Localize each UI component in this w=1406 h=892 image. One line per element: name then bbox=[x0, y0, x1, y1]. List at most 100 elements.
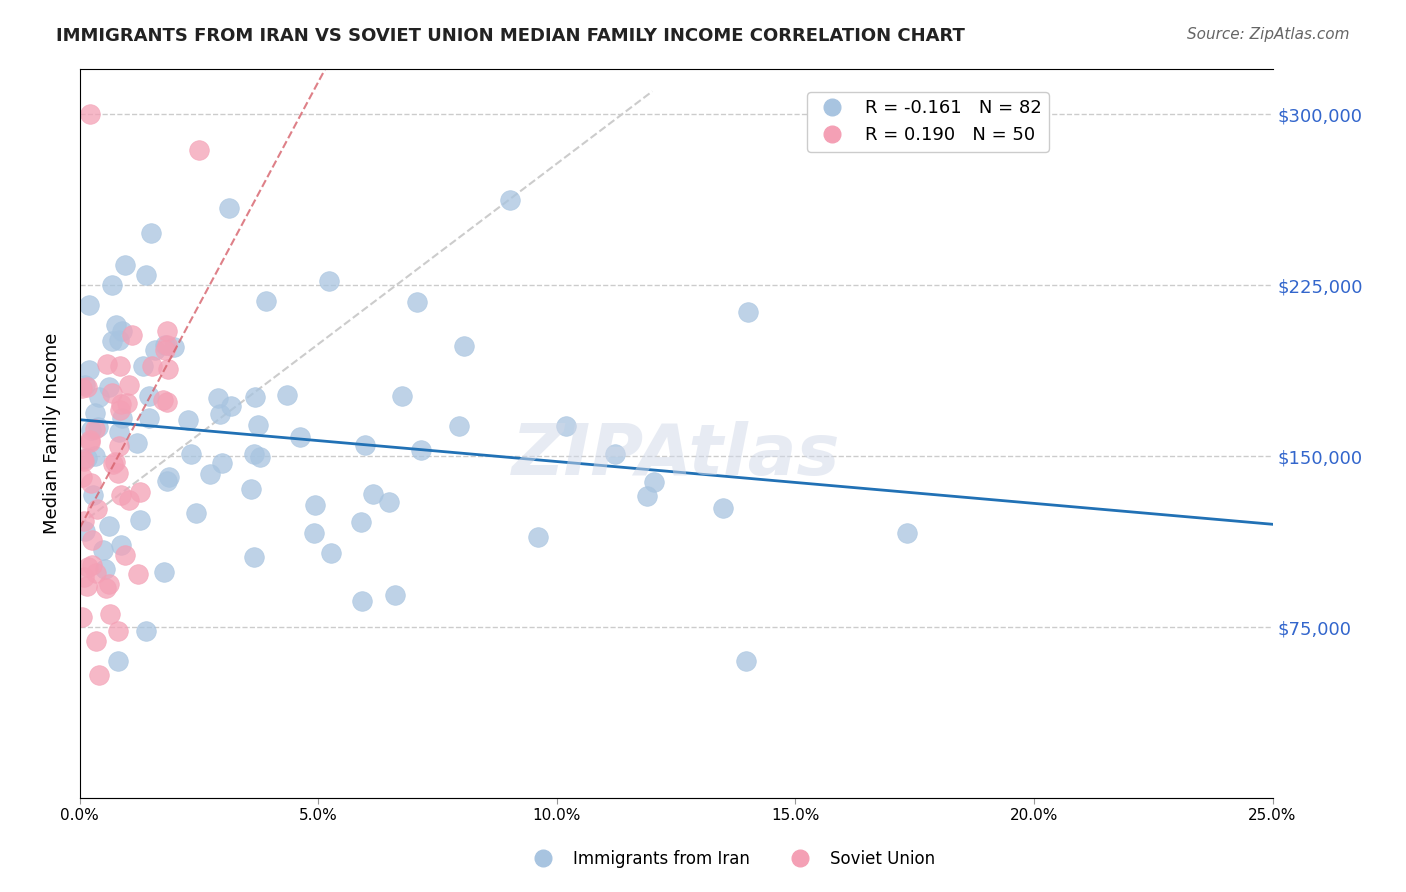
Immigrants from Iran bbox=[605, 447, 627, 461]
Soviet Union bbox=[101, 457, 124, 471]
Immigrants from Iran bbox=[111, 410, 134, 425]
Immigrants from Iran bbox=[208, 407, 231, 421]
Immigrants from Iran bbox=[737, 305, 759, 319]
Immigrants from Iran bbox=[184, 506, 207, 520]
Immigrants from Iran bbox=[555, 418, 578, 433]
Immigrants from Iran bbox=[896, 525, 918, 540]
Soviet Union bbox=[104, 455, 127, 469]
Soviet Union bbox=[156, 324, 179, 338]
Soviet Union bbox=[156, 362, 179, 376]
Immigrants from Iran bbox=[80, 423, 103, 437]
Immigrants from Iran bbox=[97, 518, 120, 533]
Immigrants from Iran bbox=[101, 278, 124, 293]
Immigrants from Iran bbox=[527, 530, 550, 544]
Immigrants from Iran bbox=[243, 550, 266, 565]
Soviet Union bbox=[114, 548, 136, 562]
Immigrants from Iran bbox=[104, 318, 127, 332]
Immigrants from Iran bbox=[77, 298, 100, 312]
Soviet Union bbox=[97, 577, 120, 591]
Soviet Union bbox=[72, 381, 94, 395]
Soviet Union bbox=[153, 343, 176, 357]
Text: IMMIGRANTS FROM IRAN VS SOVIET UNION MEDIAN FAMILY INCOME CORRELATION CHART: IMMIGRANTS FROM IRAN VS SOVIET UNION MED… bbox=[56, 27, 965, 45]
Soviet Union bbox=[79, 476, 101, 491]
Immigrants from Iran bbox=[153, 565, 176, 579]
Text: Source: ZipAtlas.com: Source: ZipAtlas.com bbox=[1187, 27, 1350, 42]
Immigrants from Iran bbox=[141, 227, 163, 241]
Immigrants from Iran bbox=[643, 475, 665, 489]
Immigrants from Iran bbox=[353, 438, 375, 452]
Immigrants from Iran bbox=[89, 390, 111, 404]
Immigrants from Iran bbox=[321, 546, 343, 560]
Immigrants from Iran bbox=[735, 654, 758, 668]
Text: ZIPAtlas: ZIPAtlas bbox=[512, 421, 841, 490]
Soviet Union bbox=[72, 514, 94, 528]
Immigrants from Iran bbox=[77, 363, 100, 377]
Soviet Union bbox=[118, 378, 141, 392]
Immigrants from Iran bbox=[352, 594, 374, 608]
Soviet Union bbox=[72, 609, 94, 624]
Immigrants from Iran bbox=[207, 391, 229, 405]
Soviet Union bbox=[84, 634, 107, 648]
Immigrants from Iran bbox=[276, 388, 298, 402]
Immigrants from Iran bbox=[219, 399, 242, 413]
Soviet Union bbox=[94, 581, 117, 595]
Soviet Union bbox=[107, 624, 129, 638]
Soviet Union bbox=[76, 579, 98, 593]
Soviet Union bbox=[79, 433, 101, 447]
Immigrants from Iran bbox=[153, 337, 176, 351]
Soviet Union bbox=[80, 533, 103, 548]
Immigrants from Iran bbox=[409, 442, 432, 457]
Soviet Union bbox=[127, 567, 149, 582]
Soviet Union bbox=[72, 470, 94, 484]
Soviet Union bbox=[72, 452, 94, 467]
Immigrants from Iran bbox=[73, 378, 96, 392]
Immigrants from Iran bbox=[82, 488, 104, 502]
Soviet Union bbox=[188, 143, 211, 157]
Immigrants from Iran bbox=[391, 389, 413, 403]
Immigrants from Iran bbox=[157, 470, 180, 484]
Immigrants from Iran bbox=[247, 417, 270, 432]
Immigrants from Iran bbox=[107, 654, 129, 668]
Soviet Union bbox=[72, 570, 94, 584]
Immigrants from Iran bbox=[453, 339, 475, 353]
Soviet Union bbox=[77, 560, 100, 574]
Soviet Union bbox=[152, 393, 174, 408]
Immigrants from Iran bbox=[249, 450, 271, 465]
Soviet Union bbox=[117, 396, 139, 410]
Soviet Union bbox=[156, 395, 179, 409]
Soviet Union bbox=[110, 397, 132, 411]
Soviet Union bbox=[82, 558, 104, 572]
Immigrants from Iran bbox=[143, 343, 166, 358]
Immigrants from Iran bbox=[302, 526, 325, 541]
Immigrants from Iran bbox=[711, 501, 734, 516]
Immigrants from Iran bbox=[363, 487, 385, 501]
Immigrants from Iran bbox=[107, 334, 129, 348]
Immigrants from Iran bbox=[111, 324, 134, 338]
Immigrants from Iran bbox=[177, 413, 200, 427]
Immigrants from Iran bbox=[114, 258, 136, 272]
Immigrants from Iran bbox=[101, 334, 124, 348]
Immigrants from Iran bbox=[138, 411, 160, 425]
Immigrants from Iran bbox=[138, 389, 160, 403]
Soviet Union bbox=[96, 358, 118, 372]
Soviet Union bbox=[110, 488, 132, 502]
Soviet Union bbox=[108, 439, 131, 453]
Immigrants from Iran bbox=[135, 268, 157, 282]
Immigrants from Iran bbox=[378, 495, 401, 509]
Immigrants from Iran bbox=[180, 447, 202, 461]
Immigrants from Iran bbox=[449, 418, 471, 433]
Soviet Union bbox=[118, 493, 141, 508]
Immigrants from Iran bbox=[86, 419, 108, 434]
Immigrants from Iran bbox=[83, 449, 105, 463]
Y-axis label: Median Family Income: Median Family Income bbox=[44, 333, 60, 534]
Soviet Union bbox=[76, 380, 98, 394]
Legend: R = -0.161   N = 82, R = 0.190   N = 50: R = -0.161 N = 82, R = 0.190 N = 50 bbox=[807, 92, 1049, 152]
Immigrants from Iran bbox=[405, 295, 427, 310]
Soviet Union bbox=[86, 502, 108, 516]
Immigrants from Iran bbox=[93, 562, 115, 576]
Soviet Union bbox=[121, 328, 143, 343]
Immigrants from Iran bbox=[76, 450, 98, 465]
Immigrants from Iran bbox=[288, 430, 311, 444]
Immigrants from Iran bbox=[156, 475, 179, 489]
Legend: Immigrants from Iran, Soviet Union: Immigrants from Iran, Soviet Union bbox=[520, 844, 942, 875]
